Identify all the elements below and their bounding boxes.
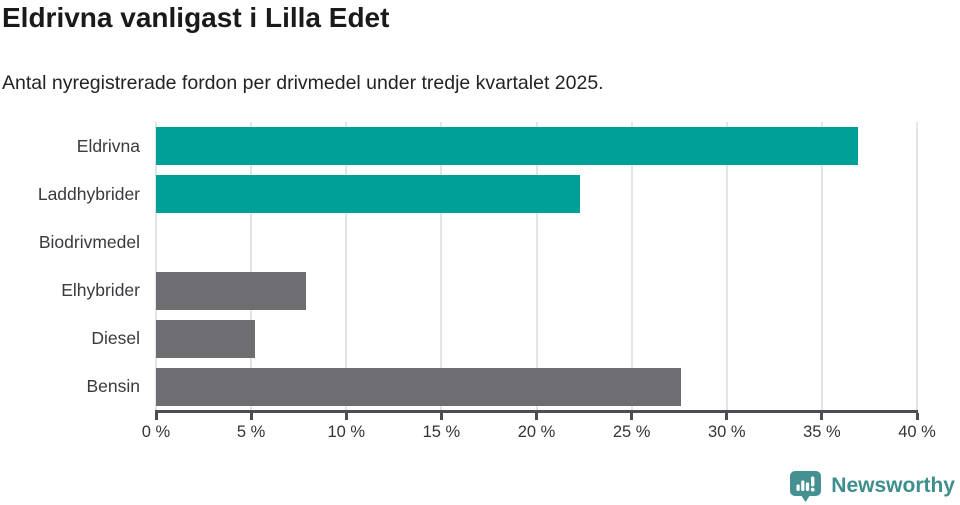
plot-area — [155, 122, 918, 411]
gridline — [535, 122, 538, 411]
category-label-laddhybrider: Laddhybrider — [37, 183, 140, 204]
gridline — [440, 122, 443, 411]
newsworthy-logo: Newsworthy — [788, 469, 955, 503]
bar-row — [156, 315, 917, 363]
gridline — [725, 122, 728, 411]
x-tick — [915, 413, 919, 420]
page-title: Eldrivna vanligast i Lilla Edet — [2, 2, 390, 33]
bar-laddhybrider — [156, 175, 581, 214]
x-tick — [154, 413, 158, 420]
x-tick-label: 25 % — [612, 423, 651, 441]
x-tick — [820, 413, 824, 420]
bar-row — [156, 363, 917, 411]
x-tick-label: 5 % — [236, 423, 266, 441]
gridline — [345, 122, 348, 411]
x-tick-label: 40 % — [898, 423, 936, 441]
x-tick-label: 30 % — [707, 423, 746, 441]
x-tick-label: 20 % — [517, 423, 556, 441]
bar-row — [156, 267, 917, 315]
gridline — [820, 122, 823, 411]
page-subtitle: Antal nyregistrerade fordon per drivmede… — [2, 72, 604, 94]
gridline — [250, 122, 253, 411]
bar-row — [156, 170, 917, 218]
x-tick — [535, 413, 538, 420]
x-tick-label: 0 % — [141, 423, 171, 441]
x-tick-label: 10 % — [327, 423, 366, 441]
category-label-biodrivmedel: Biodrivmedel — [38, 231, 140, 252]
category-label-elhybrider: Elhybrider — [61, 280, 140, 301]
bar-row — [156, 122, 917, 170]
x-tick — [725, 413, 729, 420]
bar-elhybrider — [156, 271, 307, 310]
brand-name: Newsworthy — [831, 474, 955, 497]
gridline — [155, 122, 157, 411]
bar-diesel — [156, 319, 255, 358]
x-tick — [439, 413, 443, 420]
category-label-eldrivna: Eldrivna — [76, 135, 140, 156]
bar-bensin — [156, 367, 682, 406]
category-label-diesel: Diesel — [91, 328, 140, 349]
bar-eldrivna — [156, 127, 859, 166]
bar-row — [156, 218, 917, 266]
x-tick — [630, 413, 634, 420]
x-axis-line — [155, 410, 918, 413]
category-labels: Eldrivna Laddhybrider Biodrivmedel Elhybrid… — [0, 122, 140, 411]
gridline — [630, 122, 633, 411]
category-label-bensin: Bensin — [86, 376, 140, 397]
gridline — [916, 122, 918, 411]
x-tick-label: 35 % — [803, 423, 841, 441]
x-tick-label: 15 % — [422, 423, 461, 441]
x-tick — [249, 413, 253, 420]
x-tick — [344, 413, 348, 420]
newsworthy-logo-icon — [790, 471, 822, 502]
